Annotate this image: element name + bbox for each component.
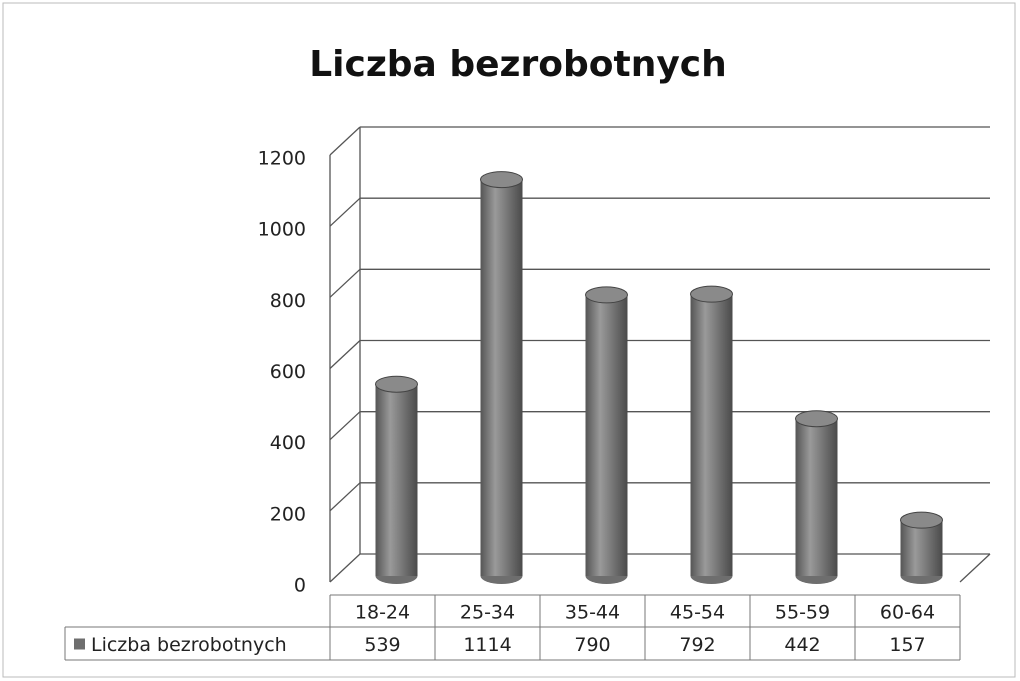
- bar-body: [900, 520, 943, 576]
- x-tick-label: 55-59: [775, 602, 830, 624]
- bar-body: [690, 294, 733, 576]
- x-tick-label: 25-34: [460, 602, 515, 624]
- y-tick-label: 1000: [258, 219, 306, 241]
- legend-swatch: [74, 638, 85, 650]
- bar-body: [480, 179, 523, 576]
- chart-title: Liczba bezrobotnych: [309, 44, 727, 85]
- bar-top: [375, 375, 418, 393]
- y-tick-label: 200: [270, 503, 306, 525]
- table-value: 539: [364, 634, 400, 656]
- bar-body: [585, 294, 628, 576]
- table-value: 157: [889, 634, 925, 656]
- bar-body: [375, 384, 418, 576]
- y-tick-label: 600: [270, 361, 306, 383]
- grid-line: [329, 340, 361, 369]
- floor-edge: [959, 553, 991, 583]
- grid-line: [329, 553, 361, 583]
- bar: [585, 286, 628, 584]
- table-value: 442: [784, 634, 820, 656]
- grid-line: [329, 126, 361, 156]
- bar: [375, 375, 418, 584]
- bar: [690, 285, 733, 584]
- table-value: 792: [679, 634, 715, 656]
- bar-top: [480, 171, 523, 189]
- x-tick-label: 18-24: [355, 602, 410, 624]
- x-tick-label: 35-44: [565, 602, 620, 624]
- legend-label: Liczba bezrobotnych: [91, 634, 287, 656]
- y-tick-label: 800: [270, 290, 306, 312]
- y-tick-label: 0: [294, 575, 306, 597]
- grid-line: [329, 268, 361, 298]
- bar: [900, 511, 943, 584]
- grid-line: [329, 197, 361, 227]
- bar-top: [795, 410, 838, 428]
- grid-line: [329, 411, 361, 441]
- grid-line: [329, 482, 361, 512]
- bar-top: [585, 286, 628, 304]
- x-tick-label: 45-54: [670, 602, 725, 624]
- bar: [795, 410, 838, 584]
- table-value: 790: [574, 634, 610, 656]
- bar-top: [900, 511, 943, 529]
- y-tick-label: 1200: [258, 148, 306, 170]
- bar-top: [690, 285, 733, 303]
- bar-body: [795, 418, 838, 576]
- y-tick-label: 400: [270, 432, 306, 454]
- table-value: 1114: [463, 634, 511, 656]
- x-tick-label: 60-64: [880, 602, 935, 624]
- bar: [480, 171, 523, 584]
